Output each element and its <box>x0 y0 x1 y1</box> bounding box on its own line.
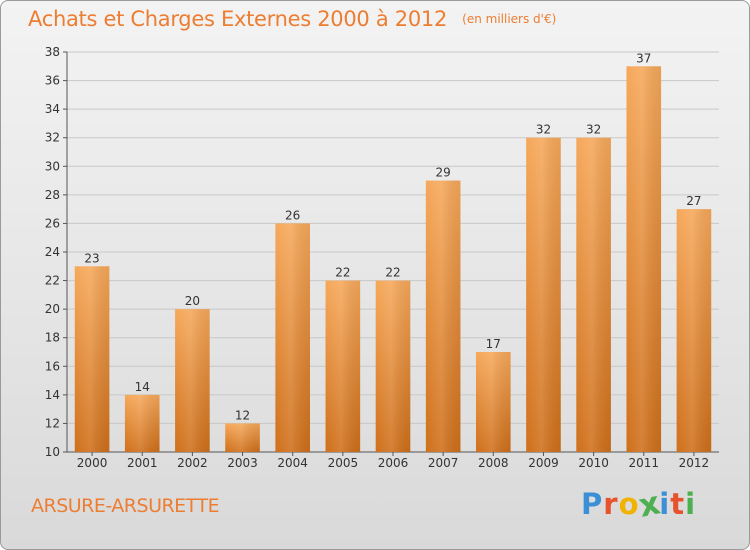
bar-shine <box>526 137 561 452</box>
bar-shine <box>275 223 310 452</box>
value-label: 22 <box>385 266 400 280</box>
logo-letter: t <box>670 487 686 521</box>
x-tick-label: 2010 <box>578 456 609 470</box>
bar-shine <box>175 309 210 452</box>
bar-shine <box>576 137 611 452</box>
value-label: 17 <box>486 337 501 351</box>
x-tick-label: 2005 <box>328 456 359 470</box>
value-label: 29 <box>436 166 451 180</box>
logo-letter: P <box>581 487 604 521</box>
logo-letter: r <box>603 487 619 521</box>
value-label: 32 <box>536 123 551 137</box>
y-tick-label: 22 <box>45 274 60 288</box>
x-tick-label: 2007 <box>428 456 459 470</box>
value-label: 27 <box>686 194 701 208</box>
y-tick-label: 14 <box>45 388 60 402</box>
x-tick-label: 2002 <box>177 456 208 470</box>
x-tick-label: 2006 <box>378 456 409 470</box>
y-tick-label: 30 <box>45 159 60 173</box>
x-tick-label: 2012 <box>679 456 710 470</box>
y-tick-label: 38 <box>45 45 60 59</box>
y-tick-label: 36 <box>45 74 60 88</box>
logo-letter: i <box>659 487 671 521</box>
chart-subtitle: (en milliers d'€) <box>462 12 557 26</box>
x-tick-label: 2011 <box>628 456 659 470</box>
y-tick-label: 24 <box>45 245 60 259</box>
bar-shine <box>425 180 461 453</box>
bar-chart: 10 12 14 16 18 20 22 24 26 28 30 32 34 36 38 2000 23 2001… <box>45 45 719 470</box>
title-row: Achats et Charges Externes 2000 à 2012 (… <box>28 7 556 31</box>
bar-shine <box>74 266 110 452</box>
labels: 10 12 14 16 18 20 22 24 26 28 30 32 34 36 38 2000 23 2001… <box>45 45 709 470</box>
bar-shine <box>225 423 260 452</box>
value-label: 14 <box>135 380 150 394</box>
y-tick-label: 10 <box>45 445 60 459</box>
x-tick-label: 2003 <box>227 456 258 470</box>
value-label: 23 <box>84 251 99 265</box>
bar-shine <box>676 209 712 452</box>
x-tick-label: 2008 <box>478 456 509 470</box>
x-tick-label: 2009 <box>528 456 559 470</box>
y-tick-label: 18 <box>45 331 60 345</box>
x-tick-label: 2004 <box>277 456 308 470</box>
bar-shine <box>626 66 662 453</box>
value-label: 22 <box>335 266 350 280</box>
y-tick-label: 34 <box>45 102 60 116</box>
value-label: 12 <box>235 408 250 422</box>
y-tick-label: 12 <box>45 416 60 430</box>
y-tick-label: 28 <box>45 188 60 202</box>
chart-title: Achats et Charges Externes 2000 à 2012 <box>28 7 448 31</box>
bar-shine <box>124 394 160 452</box>
y-tick-label: 16 <box>45 359 60 373</box>
logo-letter: o <box>618 487 640 521</box>
bar-shine <box>476 352 511 452</box>
x-tick-label: 2000 <box>77 456 108 470</box>
value-label: 20 <box>185 294 200 308</box>
x-tick-label: 2001 <box>127 456 158 470</box>
bar-shine <box>375 280 411 452</box>
bar-shine <box>325 280 361 452</box>
town-name: ARSURE-ARSURETTE <box>31 495 220 517</box>
value-label: 32 <box>586 123 601 137</box>
proxiti-logo[interactable]: Proxiti <box>581 483 697 524</box>
logo-letter: i <box>685 487 697 521</box>
y-tick-label: 32 <box>45 131 60 145</box>
bars <box>74 66 712 453</box>
value-label: 26 <box>285 208 300 222</box>
y-tick-label: 20 <box>45 302 60 316</box>
value-label: 37 <box>636 51 651 65</box>
y-tick-label: 26 <box>45 216 60 230</box>
